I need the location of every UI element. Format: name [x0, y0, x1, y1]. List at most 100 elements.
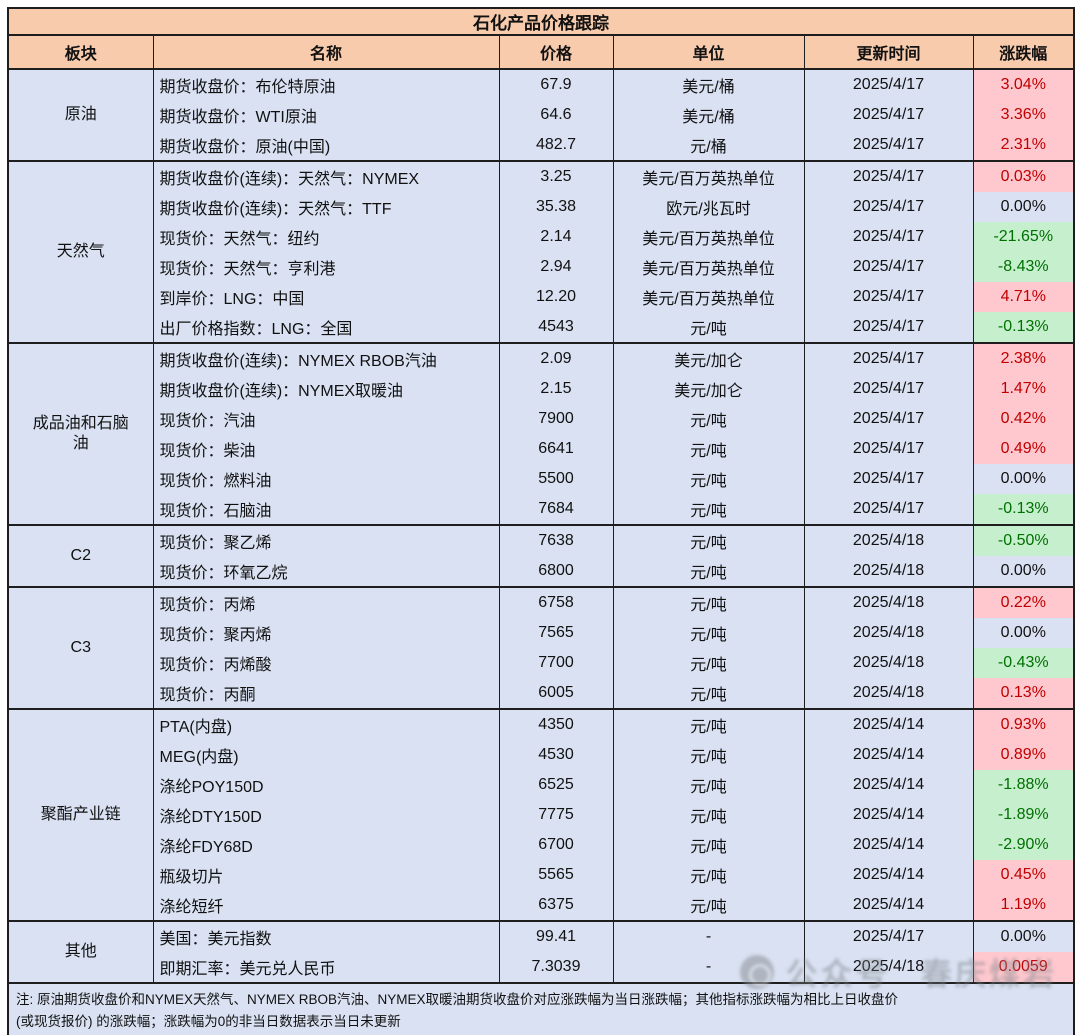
unit-cell: 元/吨 [612, 618, 805, 648]
table-row: 现货价：丙烯酸 7700 元/吨 2025/4/18 -0.43% [8, 648, 1075, 678]
sector-cell: 聚酯产业链 [7, 708, 154, 921]
unit-cell: 美元/加仑 [612, 342, 805, 374]
date-cell: 2025/4/14 [803, 890, 974, 921]
table-row: 涤纶短纤 6375 元/吨 2025/4/14 1.19% [8, 890, 1075, 921]
item-name-cell: 现货价：天然气：亨利港 [152, 252, 500, 282]
change-cell: 0.42% [972, 404, 1075, 434]
item-name-cell: 现货价：丙酮 [152, 678, 500, 709]
unit-cell: 元/吨 [612, 494, 805, 525]
unit-cell: - [612, 952, 805, 983]
unit-cell: 欧元/兆瓦时 [612, 192, 805, 222]
column-header-change: 涨跌幅 [972, 35, 1075, 70]
item-name-cell: 期货收盘价(连续)：天然气：TTF [152, 192, 500, 222]
table-row: 现货价：燃料油 5500 元/吨 2025/4/17 0.00% [8, 464, 1075, 494]
price-cell: 7638 [498, 524, 614, 556]
item-name-cell: 现货价：聚乙烯 [152, 524, 500, 556]
price-cell: 6800 [498, 556, 614, 587]
table-row: 天然气 期货收盘价(连续)：天然气：NYMEX 3.25 美元/百万英热单位 2… [7, 160, 1075, 343]
table-row: 聚酯产业链 PTA(内盘) 4350 元/吨 2025/4/14 0.93% [7, 708, 1075, 921]
date-cell: 2025/4/14 [803, 770, 974, 800]
change-cell: 0.22% [972, 586, 1075, 618]
price-cell: 6525 [498, 770, 614, 800]
item-name-cell: 涤纶短纤 [152, 890, 500, 921]
price-cell: 3.25 [498, 160, 614, 192]
price-cell: 2.94 [498, 252, 614, 282]
date-cell: 2025/4/17 [803, 434, 974, 464]
price-cell: 6641 [498, 434, 614, 464]
unit-cell: - [612, 920, 805, 952]
date-cell: 2025/4/17 [803, 920, 974, 952]
price-cell: 4350 [498, 708, 614, 740]
price-cell: 7900 [498, 404, 614, 434]
footnote-row: 注: 原油期货收盘价和NYMEX天然气、NYMEX RBOB汽油、NYMEX取暖… [7, 981, 1075, 1035]
unit-cell: 元/吨 [612, 556, 805, 587]
price-cell: 6700 [498, 830, 614, 860]
change-cell: 3.04% [972, 68, 1075, 100]
table-row: 成品油和石脑油 期货收盘价(连续)：NYMEX RBOB汽油 2.09 美元/加… [7, 342, 1075, 525]
date-cell: 2025/4/17 [803, 192, 974, 222]
table-row: 现货价：天然气：纽约 2.14 美元/百万英热单位 2025/4/17 -21.… [8, 222, 1075, 252]
item-name-cell: 现货价：丙烯 [152, 586, 500, 618]
price-cell: 6375 [498, 890, 614, 921]
table-row: 现货价：丙酮 6005 元/吨 2025/4/18 0.13% [8, 678, 1075, 709]
price-cell: 35.38 [498, 192, 614, 222]
item-name-cell: 期货收盘价(连续)：NYMEX取暖油 [152, 374, 500, 404]
table-row: 涤纶POY150D 6525 元/吨 2025/4/14 -1.88% [8, 770, 1075, 800]
unit-cell: 美元/百万英热单位 [612, 252, 805, 282]
price-cell: 7775 [498, 800, 614, 830]
table-row: 瓶级切片 5565 元/吨 2025/4/14 0.45% [8, 860, 1075, 890]
table-row: 现货价：石脑油 7684 元/吨 2025/4/17 -0.13% [8, 494, 1075, 525]
date-cell: 2025/4/17 [803, 160, 974, 192]
change-cell: -0.13% [972, 312, 1075, 343]
column-header-sector: 板块 [7, 35, 154, 70]
date-cell: 2025/4/14 [803, 830, 974, 860]
date-cell: 2025/4/17 [803, 312, 974, 343]
date-cell: 2025/4/17 [803, 494, 974, 525]
item-name-cell: 涤纶DTY150D [152, 800, 500, 830]
date-cell: 2025/4/14 [803, 800, 974, 830]
table-row: 现货价：柴油 6641 元/吨 2025/4/17 0.49% [8, 434, 1075, 464]
unit-cell: 元/吨 [612, 860, 805, 890]
change-cell: 0.45% [972, 860, 1075, 890]
change-cell: -21.65% [972, 222, 1075, 252]
unit-cell: 元/吨 [612, 678, 805, 709]
change-cell: -0.50% [972, 524, 1075, 556]
change-cell: 0.93% [972, 708, 1075, 740]
item-name-cell: 涤纶POY150D [152, 770, 500, 800]
table-row: 期货收盘价：原油(中国) 482.7 元/桶 2025/4/17 2.31% [8, 130, 1075, 161]
table-row: 出厂价格指数：LNG：全国 4543 元/吨 2025/4/17 -0.13% [8, 312, 1075, 343]
price-cell: 482.7 [498, 130, 614, 161]
change-cell: 0.00% [972, 618, 1075, 648]
date-cell: 2025/4/17 [803, 252, 974, 282]
price-cell: 12.20 [498, 282, 614, 312]
item-name-cell: MEG(内盘) [152, 740, 500, 770]
price-cell: 99.41 [498, 920, 614, 952]
unit-cell: 元/吨 [612, 312, 805, 343]
table-row: 涤纶DTY150D 7775 元/吨 2025/4/14 -1.89% [8, 800, 1075, 830]
sector-cell: 天然气 [7, 160, 154, 343]
price-cell: 2.15 [498, 374, 614, 404]
unit-cell: 元/吨 [612, 770, 805, 800]
sector-cell: C2 [7, 524, 154, 587]
page-title: 石化产品价格跟踪 [7, 8, 1075, 36]
price-cell: 6005 [498, 678, 614, 709]
change-cell: 0.0059 [972, 952, 1075, 983]
column-header-date: 更新时间 [803, 35, 974, 70]
date-cell: 2025/4/17 [803, 100, 974, 130]
table-row: 其他 美国：美元指数 99.41 - 2025/4/17 0.00% [7, 920, 1075, 983]
item-name-cell: 现货价：聚丙烯 [152, 618, 500, 648]
unit-cell: 元/吨 [612, 800, 805, 830]
item-name-cell: 现货价：石脑油 [152, 494, 500, 525]
footnote: 注: 原油期货收盘价和NYMEX天然气、NYMEX RBOB汽油、NYMEX取暖… [7, 981, 1075, 1035]
footnote-line-1: 注: 原油期货收盘价和NYMEX天然气、NYMEX RBOB汽油、NYMEX取暖… [16, 992, 899, 1007]
table-row: 到岸价：LNG：中国 12.20 美元/百万英热单位 2025/4/17 4.7… [8, 282, 1075, 312]
change-cell: 0.49% [972, 434, 1075, 464]
change-cell: 0.03% [972, 160, 1075, 192]
change-cell: 2.38% [972, 342, 1075, 374]
date-cell: 2025/4/14 [803, 708, 974, 740]
unit-cell: 元/吨 [612, 524, 805, 556]
unit-cell: 美元/桶 [612, 100, 805, 130]
date-cell: 2025/4/14 [803, 740, 974, 770]
item-name-cell: 现货价：丙烯酸 [152, 648, 500, 678]
